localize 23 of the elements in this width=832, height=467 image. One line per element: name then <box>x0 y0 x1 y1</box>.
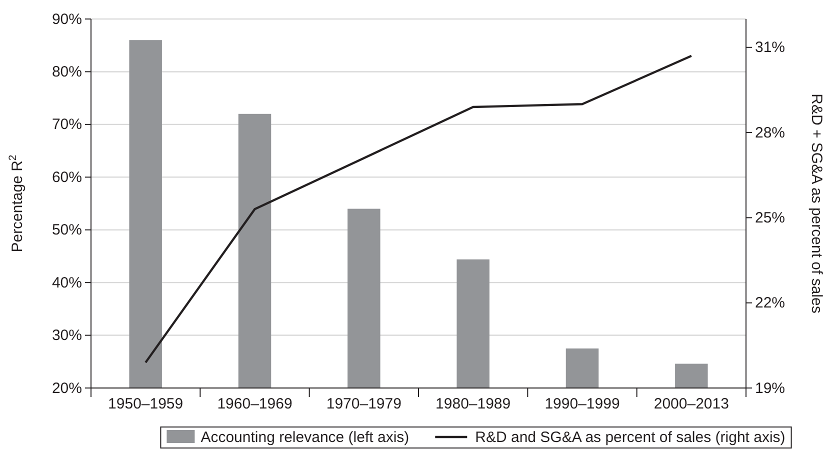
y2-tick-label: 19% <box>755 380 786 397</box>
y2-axis-title: R&D + SG&A as percent of sales <box>808 94 825 314</box>
y-tick-label: 20% <box>52 380 82 397</box>
y2-tick-label: 31% <box>755 39 786 56</box>
y2-tick-label: 22% <box>755 294 786 312</box>
x-tick-label: 1960–1969 <box>217 396 292 413</box>
y2-tick-label: 28% <box>755 124 786 142</box>
x-tick-label: 1970–1979 <box>326 396 402 413</box>
x-tick-label: 2000–2013 <box>654 396 729 413</box>
legend-label: Accounting relevance (left axis) <box>200 429 410 446</box>
y-tick-label: 30% <box>52 327 82 344</box>
x-tick-label: 1950–1959 <box>108 396 184 413</box>
x-tick-label: 1980–1989 <box>436 396 511 413</box>
x-tick-label: 1990–1999 <box>544 396 620 413</box>
line-series <box>144 54 693 364</box>
y-tick-label: 80% <box>52 64 82 81</box>
y2-tick-label: 25% <box>755 209 786 226</box>
y-tick-label: 50% <box>52 222 82 239</box>
legend-label: R&D and SG&A as percent of sales (right axis) <box>475 429 786 446</box>
y-tick-label: 60% <box>52 168 82 186</box>
y-tick-label: 70% <box>52 116 82 134</box>
y-tick-label: 40% <box>52 274 82 292</box>
y-tick-label: 90% <box>52 10 82 28</box>
